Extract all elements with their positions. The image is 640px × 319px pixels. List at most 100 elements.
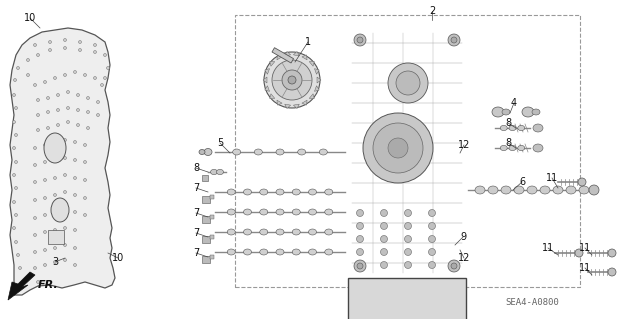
Ellipse shape (276, 149, 284, 155)
Circle shape (429, 249, 435, 256)
Ellipse shape (533, 144, 543, 152)
Circle shape (404, 249, 412, 256)
Text: 3: 3 (52, 257, 58, 267)
Ellipse shape (211, 169, 218, 174)
Circle shape (429, 235, 435, 242)
Circle shape (63, 190, 67, 194)
Ellipse shape (216, 169, 223, 174)
Circle shape (36, 54, 40, 56)
Circle shape (100, 84, 104, 86)
Circle shape (15, 241, 17, 243)
Polygon shape (285, 51, 291, 56)
Circle shape (448, 260, 460, 272)
Ellipse shape (44, 133, 66, 163)
Circle shape (13, 93, 15, 97)
Circle shape (63, 209, 67, 211)
Text: 11: 11 (579, 263, 591, 273)
Polygon shape (272, 48, 294, 63)
Circle shape (83, 197, 86, 199)
Ellipse shape (243, 189, 252, 195)
Polygon shape (285, 104, 291, 108)
Text: 6: 6 (519, 177, 525, 187)
Ellipse shape (227, 189, 236, 195)
Text: 10: 10 (24, 13, 36, 23)
Ellipse shape (500, 125, 508, 130)
Circle shape (74, 228, 77, 232)
Circle shape (26, 73, 29, 77)
Text: 7: 7 (193, 183, 199, 193)
Circle shape (74, 194, 77, 197)
Circle shape (67, 121, 70, 123)
Circle shape (106, 66, 109, 70)
Circle shape (93, 50, 97, 54)
Ellipse shape (527, 186, 537, 194)
Circle shape (63, 243, 67, 247)
Ellipse shape (260, 189, 268, 195)
Circle shape (44, 179, 47, 182)
Ellipse shape (566, 186, 576, 194)
Polygon shape (277, 100, 282, 105)
Polygon shape (302, 100, 307, 105)
Circle shape (54, 247, 56, 249)
Ellipse shape (308, 189, 317, 195)
Circle shape (429, 210, 435, 217)
Circle shape (104, 77, 106, 79)
Ellipse shape (518, 125, 525, 130)
Circle shape (74, 263, 77, 266)
Circle shape (56, 123, 60, 127)
Ellipse shape (475, 186, 485, 194)
Text: 7: 7 (193, 208, 199, 218)
Circle shape (33, 266, 36, 270)
Circle shape (74, 140, 77, 144)
Circle shape (83, 160, 86, 164)
Circle shape (74, 70, 77, 73)
Circle shape (373, 123, 423, 173)
Text: 11: 11 (546, 173, 558, 183)
Ellipse shape (260, 229, 268, 235)
Circle shape (36, 280, 40, 284)
Ellipse shape (532, 109, 540, 115)
Text: 7: 7 (193, 228, 199, 238)
Ellipse shape (324, 229, 333, 235)
Ellipse shape (324, 209, 333, 215)
Circle shape (451, 37, 457, 43)
Polygon shape (309, 94, 314, 99)
Circle shape (49, 41, 51, 43)
Ellipse shape (227, 249, 236, 255)
Ellipse shape (260, 249, 268, 255)
Polygon shape (263, 77, 267, 83)
Circle shape (63, 258, 67, 262)
Bar (202, 196, 210, 203)
Polygon shape (314, 69, 319, 74)
Circle shape (404, 235, 412, 242)
Circle shape (356, 249, 364, 256)
Bar (210, 215, 214, 219)
Circle shape (381, 235, 387, 242)
Circle shape (63, 138, 67, 142)
Circle shape (33, 181, 36, 183)
Ellipse shape (292, 249, 300, 255)
Circle shape (54, 211, 56, 213)
Circle shape (63, 39, 67, 41)
Circle shape (15, 107, 17, 109)
Circle shape (451, 263, 457, 269)
Circle shape (97, 114, 99, 116)
Circle shape (264, 52, 320, 108)
Circle shape (354, 34, 366, 46)
Bar (202, 256, 210, 263)
Circle shape (13, 121, 15, 123)
Circle shape (356, 235, 364, 242)
Polygon shape (265, 86, 269, 91)
Text: 9: 9 (460, 232, 466, 242)
Text: 12: 12 (458, 253, 470, 263)
Circle shape (33, 234, 36, 236)
Circle shape (15, 160, 17, 164)
Circle shape (54, 176, 56, 180)
Text: 11: 11 (542, 243, 554, 253)
Polygon shape (293, 104, 300, 108)
Circle shape (54, 194, 56, 197)
Text: SEA4-A0800: SEA4-A0800 (505, 298, 559, 307)
Circle shape (83, 179, 86, 182)
Circle shape (36, 129, 40, 131)
Ellipse shape (488, 186, 498, 194)
